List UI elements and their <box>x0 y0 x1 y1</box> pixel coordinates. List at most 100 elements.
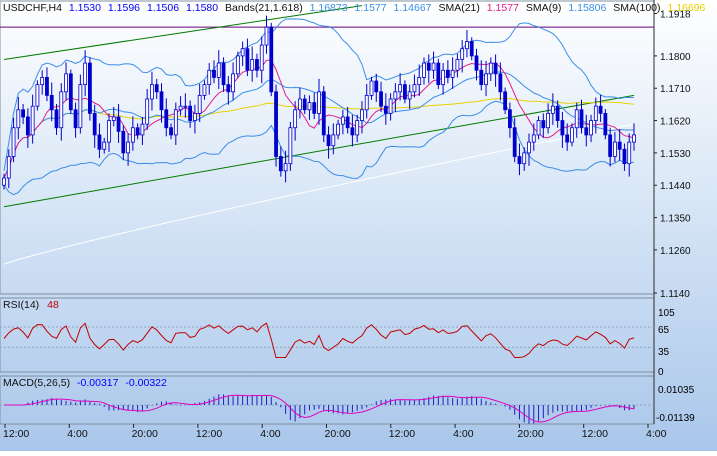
candle-body <box>422 62 426 78</box>
candle-body <box>302 98 307 111</box>
candle-body <box>245 48 250 71</box>
rsi-tick-0: 0 <box>658 367 664 378</box>
price-tick-label: 1.1918 <box>660 9 691 20</box>
candle-body <box>235 55 240 75</box>
candle-body <box>603 112 608 136</box>
candle-body <box>188 105 193 121</box>
candle-body <box>570 127 574 143</box>
candle-body <box>88 62 92 114</box>
candle-body <box>393 91 398 100</box>
candle-body <box>546 112 550 129</box>
candle-body <box>298 98 302 111</box>
macd-tick-upper: 0.01035 <box>658 385 695 396</box>
candle-body <box>221 62 226 86</box>
candle-body <box>350 127 355 136</box>
time-tick-label: 12:00 <box>3 428 29 440</box>
bands-mid-value: 1.1577 <box>355 2 387 14</box>
time-axis-labels: 12:00 4:00 20:00 12:00 4:00 20:00 12:00 4:00 20:… <box>3 424 667 440</box>
candle-body <box>498 73 503 93</box>
macd-header: MACD(5,26,5) -0.00317 -0.00322 <box>3 377 167 389</box>
rsi-plot <box>0 322 654 358</box>
candle-body <box>240 48 245 57</box>
candle-body <box>259 44 264 71</box>
candle-body <box>11 127 16 157</box>
candle-body <box>278 156 283 172</box>
channel-lower-line <box>3 94 635 208</box>
candle-body <box>135 127 140 136</box>
candle-body <box>331 134 336 147</box>
time-tick-label: 4:00 <box>260 428 281 440</box>
price-tick-label: 1.1800 <box>660 52 691 63</box>
rsi-panel[interactable] <box>0 297 655 373</box>
candle-body <box>360 109 364 121</box>
candle-body <box>312 102 317 114</box>
candle-body <box>250 59 255 71</box>
candle-body <box>412 84 417 93</box>
candle-body <box>445 69 450 78</box>
high-value: 1.1596 <box>108 2 140 14</box>
candle-body <box>541 120 546 129</box>
symbol-label: USDCHF,H4 <box>3 2 62 14</box>
bands-upper-value: 1.16873 <box>310 2 348 14</box>
candle-body <box>340 116 345 125</box>
candle-body <box>193 112 197 121</box>
rsi-tick-105: 105 <box>658 308 675 319</box>
candle-body <box>369 80 374 96</box>
rsi-value: 48 <box>47 299 59 311</box>
macd-value: -0.00317 <box>77 377 119 389</box>
candle-body <box>164 109 169 129</box>
sma9-label: SMA(9) <box>526 2 562 14</box>
candle-body <box>336 123 340 136</box>
candle-body <box>21 109 25 118</box>
price-axis-labels: 1.1918 1.1800 1.1710 1.1620 1.1530 1.1440 1.13… <box>654 9 691 300</box>
candle-body <box>436 62 441 86</box>
candle-body <box>469 41 474 57</box>
candle-body <box>479 69 484 86</box>
candle-body <box>111 116 116 121</box>
candle-body <box>145 98 150 125</box>
bands-label: Bands(21,1.618) <box>225 2 303 14</box>
candle-body <box>73 109 78 129</box>
channel-upper-line <box>3 5 363 60</box>
candle-body <box>173 109 178 136</box>
time-tick-label: 20:00 <box>132 428 158 440</box>
candle-body <box>450 69 455 78</box>
candle-body <box>130 127 135 143</box>
candle-body <box>460 48 465 60</box>
candle-body <box>593 105 598 121</box>
candle-body <box>403 84 407 100</box>
time-tick-label: 20:00 <box>325 428 351 440</box>
macd-tick-lower: -0.01139 <box>656 413 695 424</box>
candle-body <box>321 91 326 136</box>
candle-body <box>531 134 536 143</box>
candle-body <box>326 134 331 147</box>
candle-body <box>107 120 111 143</box>
candle-body <box>317 91 321 114</box>
candle-body <box>488 62 493 75</box>
candle-body <box>527 141 531 154</box>
candle-body <box>49 95 54 111</box>
rsi-label: RSI(14) <box>3 299 39 311</box>
price-tick-label: 1.1140 <box>660 289 690 300</box>
rsi-line <box>3 322 635 358</box>
candle-body <box>197 95 202 114</box>
time-tick-label: 4:00 <box>646 428 667 440</box>
macd-signal-value: -0.00322 <box>125 377 167 389</box>
candle-body <box>484 73 488 86</box>
candle-body <box>374 80 379 93</box>
candle-body <box>613 141 617 157</box>
sma21-label: SMA(21) <box>438 2 479 14</box>
candle-body <box>202 84 207 96</box>
candle-body <box>30 105 35 136</box>
sma21-value: 1.1577 <box>487 2 519 14</box>
price-tick-label: 1.1350 <box>660 214 691 225</box>
candle-body <box>40 77 45 86</box>
bands-lower-value: 1.14667 <box>394 2 432 14</box>
candle-body <box>83 62 88 86</box>
candle-body <box>536 120 541 136</box>
candle-body <box>68 73 73 111</box>
candle-body <box>269 26 274 93</box>
candle-body <box>16 109 21 129</box>
